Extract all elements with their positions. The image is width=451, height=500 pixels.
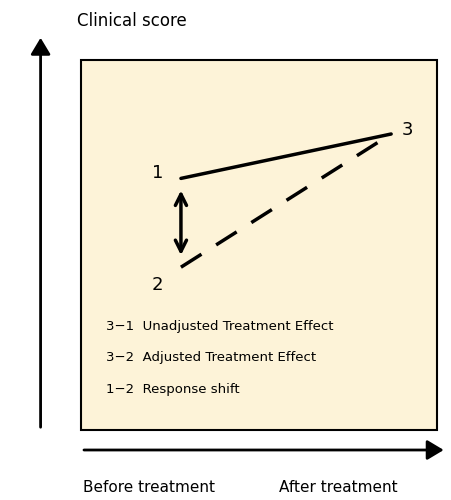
Text: 3−1  Unadjusted Treatment Effect: 3−1 Unadjusted Treatment Effect (106, 320, 334, 333)
Text: 2: 2 (152, 276, 163, 294)
Text: Before treatment: Before treatment (83, 480, 215, 495)
Text: 3: 3 (402, 122, 413, 140)
Text: Clinical score: Clinical score (77, 12, 186, 30)
Text: 1−2  Response shift: 1−2 Response shift (106, 383, 240, 396)
Text: 3−2  Adjusted Treatment Effect: 3−2 Adjusted Treatment Effect (106, 352, 316, 364)
Text: 1: 1 (152, 164, 163, 182)
Text: After treatment: After treatment (279, 480, 398, 495)
